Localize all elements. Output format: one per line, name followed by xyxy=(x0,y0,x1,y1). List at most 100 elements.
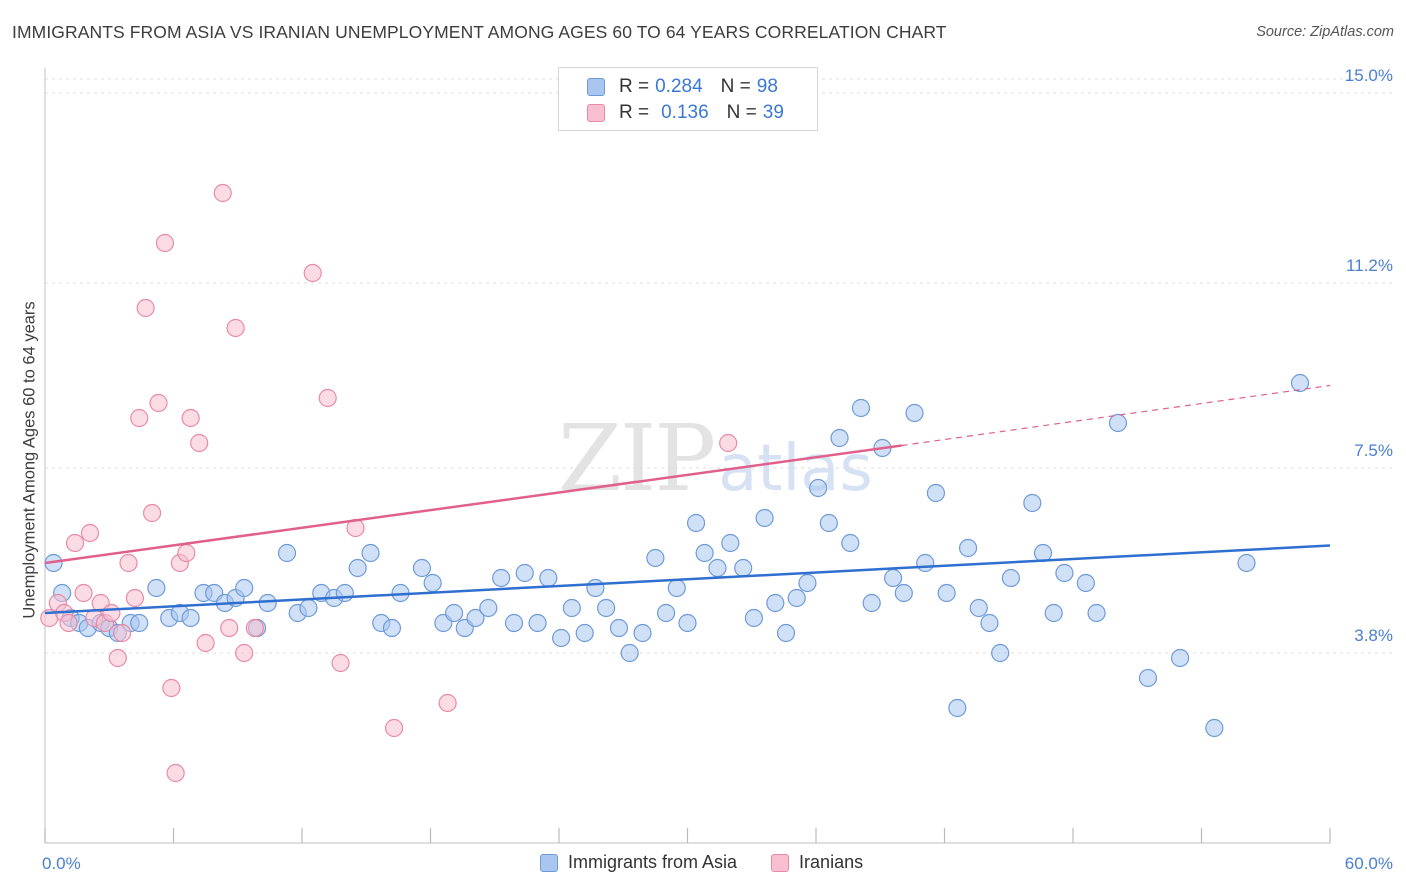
point-iranians xyxy=(149,393,168,413)
legend-row-asia: R = 0.284 N = 98 xyxy=(587,75,778,99)
point-asia xyxy=(991,643,1010,663)
trend-line-iranians xyxy=(44,444,902,565)
legend-item-iranians[interactable]: Iranians xyxy=(771,852,863,873)
point-asia xyxy=(980,613,999,633)
legend-swatch-asia xyxy=(540,853,558,872)
legend-r-value: 0.284 xyxy=(655,76,703,97)
legend-swatch-iranians xyxy=(771,853,790,872)
point-asia xyxy=(744,608,763,628)
point-asia xyxy=(382,618,402,638)
point-asia xyxy=(916,553,935,573)
point-asia xyxy=(776,623,796,643)
point-asia xyxy=(1033,543,1053,563)
point-asia xyxy=(926,483,946,503)
y-tick-label: 15.0% xyxy=(1345,66,1393,85)
point-asia xyxy=(656,603,676,623)
point-asia xyxy=(1001,568,1020,588)
point-iranians xyxy=(235,643,254,663)
point-iranians xyxy=(196,633,215,653)
trend-line-asia xyxy=(44,544,1331,615)
point-asia xyxy=(130,613,149,633)
point-iranians xyxy=(142,503,162,523)
point-asia xyxy=(235,578,254,598)
series-legend: Immigrants from Asia Iranians xyxy=(540,852,897,873)
legend-swatch-asia xyxy=(587,78,605,96)
point-asia xyxy=(787,588,806,608)
point-asia xyxy=(620,643,639,663)
point-iranians xyxy=(245,618,264,638)
point-asia xyxy=(686,513,706,533)
legend-r-value: 0.136 xyxy=(661,102,709,123)
point-asia xyxy=(819,513,838,533)
point-asia xyxy=(412,558,432,578)
point-asia xyxy=(841,533,860,553)
point-asia xyxy=(905,403,924,423)
point-asia xyxy=(539,568,558,588)
point-iranians xyxy=(136,298,155,318)
point-asia xyxy=(1044,603,1063,623)
y-tick-labels: 3.8% 7.5% 11.2% 15.0% xyxy=(1345,66,1393,645)
point-iranians xyxy=(80,523,100,543)
point-iranians xyxy=(177,543,196,563)
point-asia xyxy=(755,508,774,528)
point-iranians xyxy=(162,678,181,698)
point-asia xyxy=(766,593,785,613)
legend-n-label: N = xyxy=(720,76,751,97)
point-iranians xyxy=(74,583,93,603)
point-asia xyxy=(466,608,485,628)
point-asia xyxy=(1138,668,1158,688)
point-asia xyxy=(646,548,665,568)
point-asia xyxy=(809,478,828,498)
legend-label-asia: Immigrants from Asia xyxy=(568,852,738,872)
legend-label-iranians: Iranians xyxy=(799,852,864,872)
legend-r-label: R = xyxy=(619,76,650,97)
y-tick-label: 11.2% xyxy=(1346,256,1393,275)
point-asia xyxy=(258,593,277,613)
point-asia xyxy=(552,628,571,648)
point-asia xyxy=(1170,648,1190,668)
legend-n-label: N = xyxy=(726,102,757,123)
legend-item-asia[interactable]: Immigrants from Asia xyxy=(540,852,737,873)
point-asia xyxy=(361,543,380,563)
point-asia xyxy=(423,573,442,593)
watermark-atlas: atlas xyxy=(718,432,873,506)
point-iranians xyxy=(59,613,78,633)
point-asia xyxy=(1237,553,1256,573)
point-asia xyxy=(678,613,697,633)
data-points xyxy=(40,183,1310,783)
point-asia xyxy=(633,623,652,643)
point-asia xyxy=(851,398,871,418)
point-asia xyxy=(528,613,547,633)
point-asia xyxy=(721,533,740,553)
point-iranians xyxy=(102,603,121,623)
point-asia xyxy=(1023,493,1042,513)
point-asia xyxy=(479,598,498,618)
y-tick-label: 3.8% xyxy=(1354,626,1393,645)
point-asia xyxy=(667,578,686,598)
point-asia xyxy=(515,563,534,583)
point-iranians xyxy=(125,588,145,608)
point-asia xyxy=(299,598,318,618)
point-asia xyxy=(798,573,817,593)
watermark-zip: ZIP xyxy=(558,405,716,512)
point-asia xyxy=(1205,718,1224,738)
point-iranians xyxy=(190,433,209,453)
point-asia xyxy=(609,618,629,638)
point-asia xyxy=(734,558,753,578)
point-asia xyxy=(969,598,988,618)
legend-swatch-iranians xyxy=(587,104,605,122)
point-asia xyxy=(277,543,297,563)
point-iranians xyxy=(220,618,239,638)
x-tick-label-max: 60.0% xyxy=(1345,854,1393,873)
point-asia xyxy=(937,583,956,603)
point-asia xyxy=(948,698,967,718)
point-asia xyxy=(830,428,849,448)
point-iranians xyxy=(166,763,185,783)
point-asia xyxy=(695,543,714,563)
point-iranians xyxy=(331,653,350,673)
point-asia xyxy=(597,598,616,618)
correlation-legend: R = 0.284 N = 98 R = 0.136 N = 39 xyxy=(558,67,818,131)
point-asia xyxy=(181,608,200,628)
point-asia xyxy=(883,568,903,588)
